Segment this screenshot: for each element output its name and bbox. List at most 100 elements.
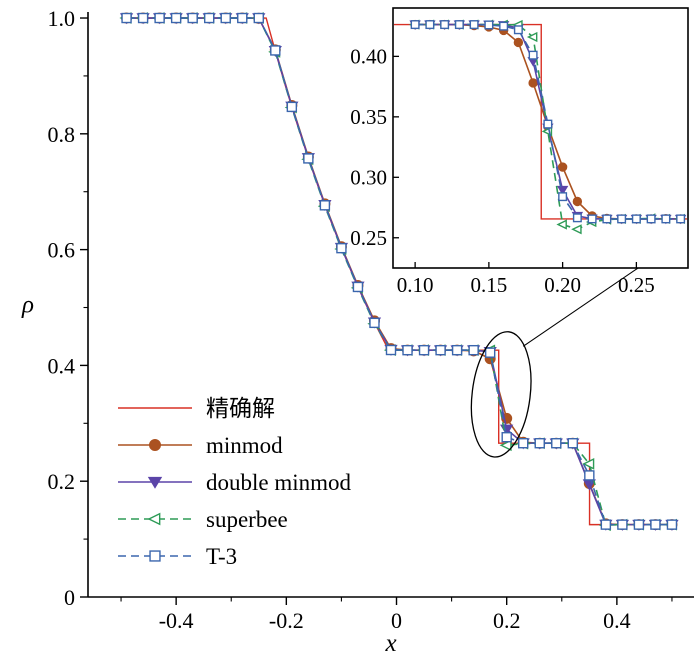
marker-t3 xyxy=(385,344,397,356)
inset-marker-t3 xyxy=(646,214,656,224)
inset-marker-t3 xyxy=(558,192,568,202)
inset-ticks: 0.10 0.15 0.20 0.25 0.25 0.30 0.35 0.40 xyxy=(350,44,655,297)
marker-t3 xyxy=(633,519,645,530)
inset-marker-superbee xyxy=(556,219,567,230)
inset-marker-t3 xyxy=(587,214,597,224)
inset-marker-t3 xyxy=(499,21,509,31)
legend-entry-double-minmod: double minmod xyxy=(118,470,352,495)
marker-t3 xyxy=(121,12,132,24)
marker-t3 xyxy=(551,438,562,449)
legend-label-superbee: superbee xyxy=(206,507,288,532)
marker-t3 xyxy=(402,344,413,356)
legend-label-minmod: minmod xyxy=(206,433,283,458)
inset-marker-t3 xyxy=(661,214,671,224)
marker-t3 xyxy=(650,519,661,530)
inset-marker-t3 xyxy=(528,50,538,60)
marker-t3 xyxy=(584,470,595,481)
marker-t3 xyxy=(518,438,529,449)
inset-y-tick-label: 0.40 xyxy=(350,44,387,68)
inset-marker-minmod xyxy=(528,78,538,88)
marker-t3 xyxy=(286,101,298,113)
inset-marker-minmod xyxy=(513,37,524,48)
x-tick-label: 0.4 xyxy=(603,608,631,633)
inset-y-tick-label: 0.35 xyxy=(350,105,387,129)
marker-t3 xyxy=(154,12,165,24)
marker-t3 xyxy=(170,12,182,24)
legend-entry-t3: T-3 xyxy=(118,544,237,569)
marker-t3 xyxy=(319,200,331,211)
marker-t3 xyxy=(484,347,496,358)
inset-y-tick-label: 0.30 xyxy=(350,165,387,189)
y-tick-label: 0.6 xyxy=(48,238,76,263)
inset-marker-t3 xyxy=(425,20,435,30)
inset-marker-t3 xyxy=(454,20,464,30)
inset-marker-t3 xyxy=(484,20,494,30)
inset-marker-t3 xyxy=(631,214,641,224)
inset-x-tick-label: 0.10 xyxy=(397,273,434,297)
marker-t3 xyxy=(237,12,248,24)
inset-series-markers-t3 xyxy=(410,20,686,224)
legend-label-exact: 精确解 xyxy=(206,396,275,421)
y-tick-label: 1.0 xyxy=(48,6,76,31)
inset-x-tick-label: 0.25 xyxy=(618,273,655,297)
y-tick-label: 0 xyxy=(64,585,75,610)
inset-marker-t3 xyxy=(602,214,612,224)
legend-label-t3: T-3 xyxy=(206,544,237,569)
legend-entry-exact: 精确解 xyxy=(118,396,275,421)
inset-marker-t3 xyxy=(513,25,523,35)
inset-marker-t3 xyxy=(543,119,553,129)
inset-marker-superbee xyxy=(526,31,538,43)
inset-marker-minmod xyxy=(572,196,583,207)
x-tick-label: 0 xyxy=(391,608,402,633)
marker-t3 xyxy=(303,153,314,164)
series-t3 xyxy=(121,12,678,530)
marker-t3 xyxy=(468,344,479,356)
marker-t3 xyxy=(600,519,612,530)
inset-marker-double-minmod xyxy=(556,185,569,196)
inset-y-tick-label: 0.25 xyxy=(350,226,387,250)
marker-t3 xyxy=(203,12,215,24)
inset-series-t3 xyxy=(410,20,686,224)
series-markers-t3 xyxy=(121,12,678,530)
inset-series xyxy=(394,19,687,235)
marker-t3 xyxy=(567,438,578,449)
x-tick-label: -0.4 xyxy=(159,608,194,633)
y-axis-ticks: 0 0.2 0.4 0.6 0.8 1.0 xyxy=(48,6,88,610)
legend-marker-minmod xyxy=(149,439,161,451)
callout-connector-line xyxy=(522,267,639,347)
marker-t3 xyxy=(617,519,628,530)
marker-superbee xyxy=(499,439,512,452)
marker-t3 xyxy=(534,438,545,449)
inset-marker-t3 xyxy=(676,214,686,224)
inset-x-tick-label: 0.15 xyxy=(471,273,508,297)
legend-marker-superbee xyxy=(147,512,161,526)
marker-t3 xyxy=(352,281,364,293)
inset-box xyxy=(392,7,689,269)
legend-marker-t3 xyxy=(149,550,161,562)
legend: 精确解 minmod double minmod superbee T-3 xyxy=(118,396,352,569)
zoom-callout xyxy=(470,267,639,458)
x-tick-label: 0.2 xyxy=(493,608,521,633)
marker-superbee xyxy=(582,457,595,470)
inset-marker-t3 xyxy=(440,20,450,30)
legend-marker-double-minmod xyxy=(147,476,163,489)
marker-t3 xyxy=(187,12,198,24)
inset-marker-minmod xyxy=(557,162,568,172)
inset-marker-t3 xyxy=(469,20,479,30)
x-axis-ticks: -0.4 -0.2 0 0.2 0.4 xyxy=(120,597,673,633)
marker-t3 xyxy=(666,519,678,530)
marker-t3 xyxy=(220,12,231,24)
x-axis-label: x xyxy=(384,630,396,657)
inset-marker-t3 xyxy=(617,214,627,224)
inset-x-tick-label: 0.20 xyxy=(544,273,581,297)
marker-t3 xyxy=(336,242,347,254)
y-tick-label: 0.4 xyxy=(48,353,76,378)
legend-label-double-minmod: double minmod xyxy=(206,470,352,495)
series-line-t3 xyxy=(126,17,672,526)
y-tick-label: 0.2 xyxy=(48,469,76,494)
marker-t3 xyxy=(137,12,149,24)
legend-entry-superbee: superbee xyxy=(118,507,288,532)
inset-marker-t3 xyxy=(410,20,420,30)
